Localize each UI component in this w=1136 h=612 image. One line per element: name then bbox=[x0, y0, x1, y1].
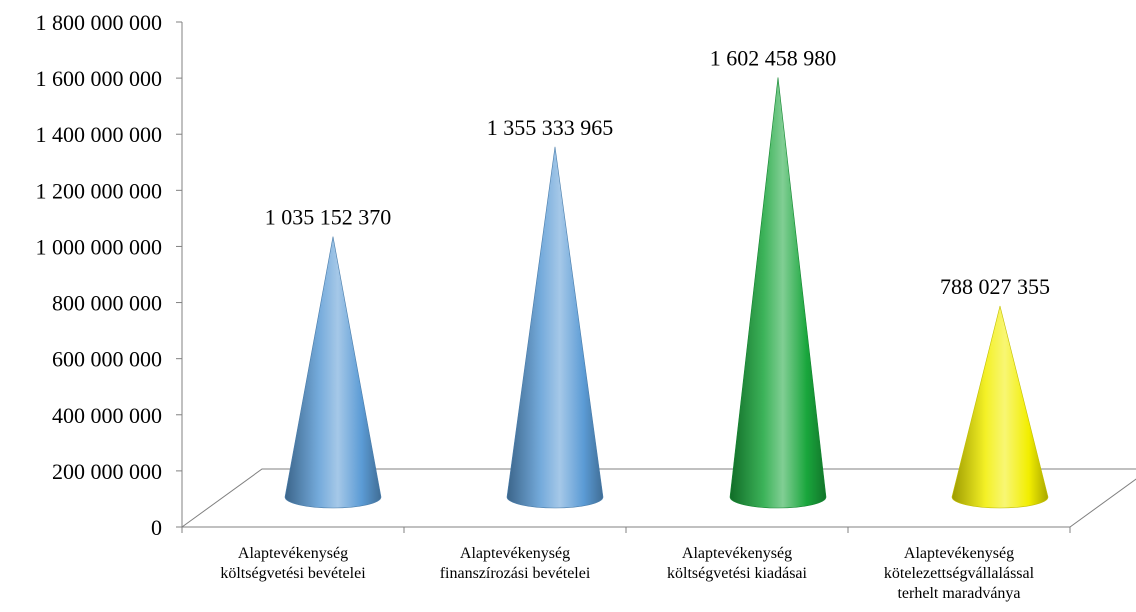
category-label-line: Alaptevékenység bbox=[682, 545, 792, 562]
category-label-line: terhelt maradványa bbox=[897, 585, 1020, 602]
cone-bar bbox=[284, 236, 382, 509]
cone-bar bbox=[506, 146, 604, 509]
category-label-line: költségvetési kiadásai bbox=[667, 565, 808, 582]
category-label: Alaptevékenység költségvetési kiadásai bbox=[667, 545, 808, 582]
cone-body bbox=[284, 236, 382, 509]
category-label-line: Alaptevékenység bbox=[904, 545, 1014, 562]
y-tick-label: 800 000 000 bbox=[52, 291, 162, 316]
category-label-line: kötelezettségvállalással bbox=[884, 565, 1035, 582]
data-label: 1 355 333 965 bbox=[487, 115, 614, 140]
category-label: Alaptevékenység kötelezettségvállalással t… bbox=[884, 545, 1035, 602]
category-label-line: költségvetési bevételei bbox=[220, 565, 366, 582]
y-tick-label: 1 600 000 000 bbox=[36, 66, 163, 91]
cone-bar bbox=[729, 77, 827, 509]
category-label-line: finanszírozási bevételei bbox=[440, 565, 591, 582]
data-label: 1 602 458 980 bbox=[710, 45, 837, 70]
cone-body bbox=[951, 305, 1049, 509]
category-label-line: Alaptevékenység bbox=[460, 545, 570, 562]
y-tick-label: 400 000 000 bbox=[52, 403, 162, 428]
category-label: Alaptevékenység finanszírozási bevételei bbox=[440, 545, 591, 582]
cone-layer bbox=[284, 77, 1049, 509]
y-tick-label: 1 200 000 000 bbox=[36, 178, 163, 203]
y-tick-label: 200 000 000 bbox=[52, 459, 162, 484]
cone-body bbox=[729, 77, 827, 509]
floor-layer bbox=[180, 468, 1136, 533]
cone-bar bbox=[951, 305, 1049, 509]
data-label: 788 027 355 bbox=[940, 274, 1050, 299]
y-tick-label: 1 800 000 000 bbox=[36, 10, 163, 35]
y-tick-label: 600 000 000 bbox=[52, 347, 162, 372]
label-layer: 1 035 152 370 1 355 333 965 1 602 458 980 7… bbox=[220, 45, 1050, 602]
y-tick-label: 0 bbox=[151, 515, 162, 540]
category-label: Alaptevékenység költségvetési bevételei bbox=[220, 545, 366, 582]
cone-body bbox=[506, 146, 604, 509]
y-tick-label: 1 000 000 000 bbox=[36, 234, 163, 259]
axis-layer: 0 200 000 000 400 000 000 600 000 000 800 00… bbox=[36, 10, 183, 540]
y-tick-label: 1 400 000 000 bbox=[36, 122, 163, 147]
category-label-line: Alaptevékenység bbox=[238, 545, 348, 562]
data-label: 1 035 152 370 bbox=[265, 205, 392, 230]
